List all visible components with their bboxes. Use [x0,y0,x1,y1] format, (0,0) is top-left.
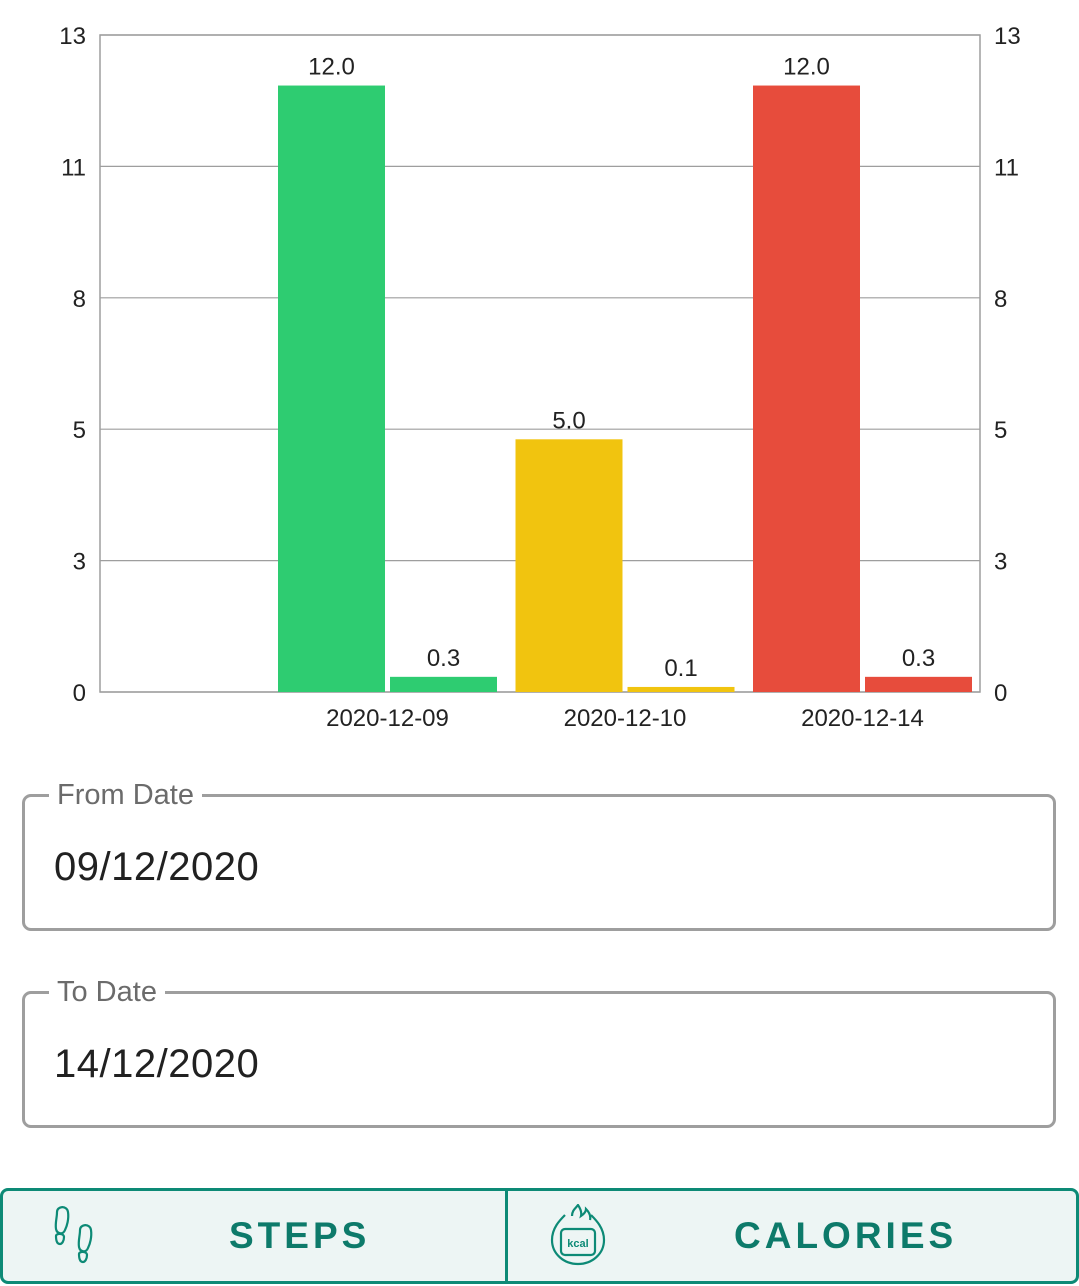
bar-value-label: 5.0 [552,407,585,434]
bar-2020-12-09-primary[interactable] [278,85,385,693]
y-tick-left: 3 [73,549,86,576]
kcal-icon-text: kcal [567,1238,588,1250]
steps-tab[interactable]: STEPS [3,1191,508,1281]
y-tick-left: 11 [61,154,86,181]
bar-value-label: 0.3 [427,645,460,672]
y-tick-right: 3 [994,549,1007,576]
bar-2020-12-14-primary[interactable] [753,85,860,693]
bar-2020-12-10-primary[interactable] [515,439,623,692]
bar-value-label: 12.0 [308,54,355,81]
kcal-flame-icon: kcal [550,1204,606,1266]
x-tick-label: 2020-12-14 [801,705,924,732]
y-tick-left: 8 [73,286,86,313]
to-date-value[interactable]: 14/12/2020 [54,1042,260,1086]
bar-value-label: 12.0 [783,54,830,81]
y-tick-right: 8 [994,286,1007,313]
bar-2020-12-09-secondary[interactable] [390,676,497,692]
bar-value-label: 0.1 [664,655,697,682]
from-date-value[interactable]: 09/12/2020 [54,845,260,889]
x-tick-label: 2020-12-09 [326,705,449,732]
y-tick-right: 13 [994,23,1021,50]
bar-2020-12-10-secondary[interactable] [627,686,735,692]
calories-tab-label: CALORIES [734,1215,958,1256]
to-date-field[interactable]: To Date 14/12/2020 [22,974,1056,1128]
x-tick-label: 2020-12-10 [564,705,687,732]
bar-chart: 0 0 3 3 5 5 8 8 11 11 13 13 12.0 0.3 2020-12-09 5.0 0.1 2… [59,23,1021,732]
footprints-icon [54,1206,93,1264]
steps-tab-label: STEPS [229,1215,371,1256]
to-date-label: To Date [49,974,165,1010]
bottom-tab-bar: STEPS kcal CALORIES [0,1188,1079,1284]
y-tick-left: 0 [73,680,86,707]
from-date-field[interactable]: From Date 09/12/2020 [22,777,1056,931]
y-tick-left: 5 [73,417,86,444]
bar-value-label: 0.3 [902,645,935,672]
bar-2020-12-14-secondary[interactable] [865,676,972,692]
y-tick-right: 5 [994,417,1007,444]
y-tick-right: 0 [994,680,1007,707]
y-tick-right: 11 [994,154,1019,181]
y-tick-left: 13 [59,23,86,50]
calories-tab[interactable]: kcal CALORIES [508,1191,1076,1281]
from-date-label: From Date [49,777,202,813]
